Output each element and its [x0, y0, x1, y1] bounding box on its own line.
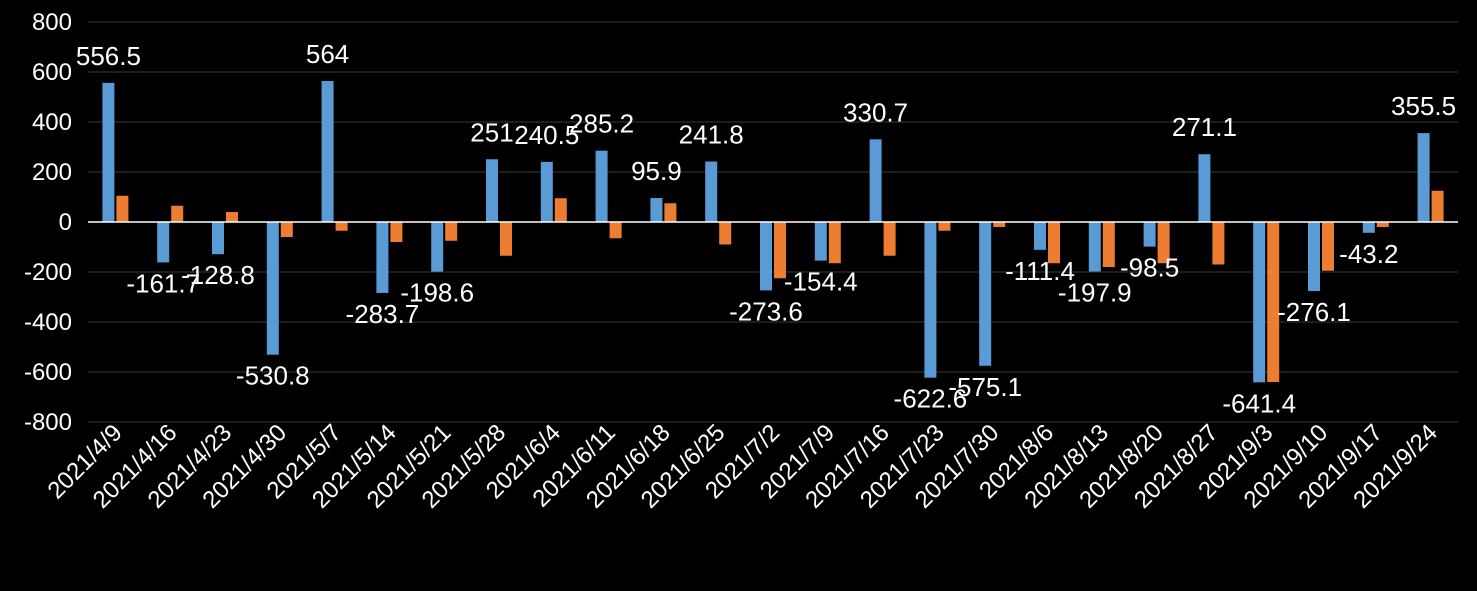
bar-series-2: [609, 222, 622, 239]
bar-series-2: [1102, 222, 1115, 267]
bar-series-1: [1253, 222, 1266, 383]
bar-series-2: [1376, 222, 1389, 227]
data-label: -273.6: [729, 296, 803, 326]
bar-series-1: [431, 222, 444, 272]
data-label: 355.5: [1391, 91, 1456, 121]
bar-series-1: [1034, 222, 1046, 250]
data-label: 285.2: [569, 109, 634, 139]
bar-series-1: [1088, 222, 1101, 272]
y-tick-label: -600: [24, 359, 72, 386]
data-label: -43.2: [1339, 239, 1398, 269]
bar-series-2: [1048, 222, 1060, 264]
x-axis-categories: 2021/4/92021/4/162021/4/232021/4/302021/…: [42, 419, 1442, 514]
data-label: -622.6: [894, 384, 968, 414]
data-label: -530.8: [236, 361, 310, 391]
bar-series-2: [500, 222, 512, 256]
bar-series-1: [540, 161, 553, 222]
y-axis-ticks: 800 600 400 200 0 -200 -400 -600 -800: [24, 9, 72, 436]
bar-series-1: [266, 222, 279, 355]
y-tick-label: 0: [59, 209, 72, 236]
data-labels: 556.5 -161.7-128.8 -530.8 564 -283.7-198.6 25…: [76, 39, 1456, 418]
bar-series-2: [390, 222, 403, 242]
data-label: -276.1: [1277, 297, 1351, 327]
bar-series-1: [595, 150, 608, 222]
bar-series-2: [280, 222, 293, 237]
bar-series-1: [1417, 133, 1430, 222]
bar-series-1: [924, 222, 937, 378]
data-label: -111.4: [1005, 256, 1075, 286]
y-tick-label: -800: [24, 409, 72, 436]
bar-series-2: [1267, 222, 1280, 382]
bar-series-2: [719, 222, 732, 245]
bar-series-1: [157, 222, 170, 263]
bar-series-2: [226, 212, 238, 222]
y-tick-label: 600: [32, 59, 72, 86]
y-tick-label: 400: [32, 109, 72, 136]
bar-series-1: [1362, 222, 1375, 233]
data-label: -98.5: [1120, 253, 1179, 283]
data-label: 251: [470, 117, 513, 147]
y-tick-label: -200: [24, 259, 72, 286]
data-label: -161.7: [126, 268, 200, 298]
bar-series-2: [1431, 190, 1444, 222]
bar-series-2: [116, 195, 129, 222]
data-label: -198.6: [400, 278, 474, 308]
data-label: 330.7: [843, 97, 908, 127]
bar-series-1: [212, 222, 224, 255]
bar-series-2: [554, 198, 567, 222]
data-label: -154.4: [784, 267, 858, 297]
data-label: 241.8: [679, 120, 744, 150]
data-label: 556.5: [76, 41, 141, 71]
data-label: -128.8: [181, 260, 255, 290]
bar-series-1: [1198, 154, 1211, 222]
bar-series-1: [1143, 222, 1156, 247]
y-tick-label: 200: [32, 159, 72, 186]
bar-series-1: [1308, 222, 1320, 292]
bar-series-1: [650, 198, 663, 222]
data-label: -641.4: [1222, 388, 1296, 418]
gridlines: [88, 21, 1458, 423]
bar-series-2: [335, 222, 348, 231]
data-label: 95.9: [631, 156, 682, 186]
data-label: 240.5: [514, 120, 579, 150]
bar-series-1: [705, 161, 718, 222]
bar-series-2: [445, 222, 458, 241]
bar-series-1: [814, 222, 827, 261]
bar-series-2: [993, 222, 1006, 227]
data-label: -575.1: [948, 372, 1022, 402]
data-label: -283.7: [346, 299, 420, 329]
bar-series-2: [828, 222, 841, 264]
bars: [102, 81, 1444, 383]
bar-series-1: [979, 222, 992, 366]
bar-series-1: [376, 222, 389, 293]
bar-series-1: [321, 81, 334, 222]
bar-series-1: [869, 139, 882, 222]
bar-series-2: [1212, 222, 1225, 265]
bar-series-1: [760, 222, 772, 291]
bar-series-1: [102, 82, 115, 222]
bar-series-2: [938, 222, 951, 231]
bar-series-2: [774, 222, 786, 279]
bar-series-2: [1322, 222, 1334, 271]
bar-series-2: [883, 222, 896, 256]
data-label: 564: [306, 39, 349, 69]
data-label: -197.9: [1058, 277, 1132, 307]
bar-series-2: [664, 203, 677, 222]
bar-series-1: [486, 159, 498, 222]
bar-series-2: [171, 205, 184, 222]
data-label: 271.1: [1172, 112, 1237, 142]
bar-series-2: [1157, 222, 1170, 264]
y-tick-label: -400: [24, 309, 72, 336]
y-tick-label: 800: [32, 9, 72, 36]
